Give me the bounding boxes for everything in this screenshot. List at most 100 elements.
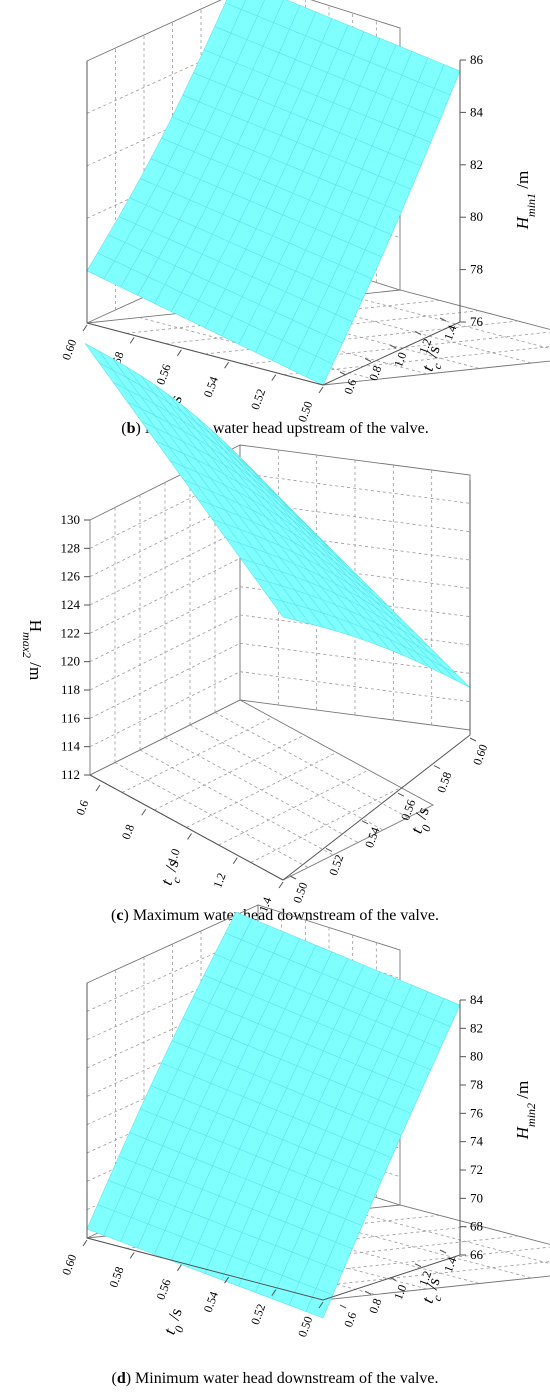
x-axis-title: t0 /s — [160, 1306, 192, 1339]
floor-tick — [364, 358, 372, 362]
floor-tick — [364, 1290, 372, 1295]
floor-tick — [389, 344, 397, 349]
floor-tick — [129, 337, 135, 344]
wall-grid-line — [89, 586, 241, 663]
chart-panel-d: 666870727476788082840.600.580.560.540.52… — [59, 904, 550, 1387]
floor-tick-label: 0.6 — [73, 798, 91, 817]
floor-grid-line — [164, 737, 359, 843]
floor-tick-label: 1.4 — [441, 1255, 459, 1274]
floor-tick — [224, 1276, 230, 1284]
floor-tick — [141, 808, 147, 816]
axis-label-part: 0 — [172, 1324, 187, 1334]
frame-edge — [86, 322, 324, 386]
axis-label-part: c — [169, 875, 184, 885]
axis-label-part: H — [513, 215, 532, 230]
axis-label-part: /m — [26, 658, 45, 680]
floor-tick-label: 1.2 — [210, 871, 228, 890]
floor-grid-line — [214, 712, 409, 818]
floor-tick-label: 0.50 — [295, 399, 315, 424]
floor-grid-line — [244, 1246, 550, 1280]
z-tick-label: 122 — [61, 625, 81, 640]
floor-tick-label: 0.60 — [59, 337, 79, 362]
z-tick-label: 124 — [61, 597, 81, 612]
axis-label-part: /s — [421, 343, 444, 364]
floor-tick — [95, 784, 101, 792]
frame-edge — [282, 734, 471, 881]
floor-tick-label: 0.52 — [326, 853, 346, 878]
frame-edge — [86, 1237, 324, 1301]
floor-tick-label: 0.8 — [119, 822, 137, 841]
axis-label-part: t — [157, 876, 177, 888]
chart-panel-b: 7678808284860.600.580.560.540.520.50Hmin… — [59, 0, 550, 437]
z-tick-label: 68 — [470, 1219, 483, 1234]
floor-tick-label: 0.58 — [434, 770, 454, 795]
floor-grid-line — [189, 724, 384, 831]
floor-tick-label: 1.4 — [256, 895, 274, 914]
floor-grid-line — [295, 1215, 532, 1279]
floor-grid-line — [244, 331, 550, 365]
axis-label-part: min2 — [524, 1103, 538, 1127]
z-tick-label: 126 — [61, 569, 81, 584]
floor-tick — [176, 1264, 182, 1272]
caption-part: ) Maximum water head downstream of the v… — [123, 907, 438, 924]
floor-tick — [414, 331, 422, 335]
floor-grid-line — [243, 306, 480, 369]
axis-label-part: /m — [513, 1081, 532, 1103]
z-tick-label: 86 — [470, 52, 484, 67]
axis-label-part: c — [430, 361, 445, 371]
floor-grid-line — [347, 295, 550, 350]
floor-tick — [439, 317, 447, 322]
z-tick-label: 76 — [470, 314, 484, 329]
floor-tick-label: 1.0 — [391, 1283, 409, 1302]
floor-tick-label: 0.54 — [201, 1290, 221, 1315]
floor-tick — [318, 386, 324, 394]
caption-part: ( — [111, 907, 116, 924]
floor-tick-label: 0.52 — [248, 387, 268, 412]
axis-label-part: c — [430, 1293, 445, 1303]
z-tick-label: 84 — [470, 104, 484, 119]
floor-tick-label: 0.56 — [153, 1277, 173, 1302]
floor-tick — [339, 371, 347, 376]
z-axis-title: Hmin1 /m — [513, 171, 538, 230]
wall-grid-line — [89, 671, 241, 748]
floor-tick-label: 0.54 — [362, 825, 382, 850]
axis-label-part: min1 — [524, 193, 538, 217]
floor-tick-label: 0.6 — [341, 377, 359, 396]
axis-label-part: /s — [160, 857, 183, 878]
wall-grid-line — [89, 557, 241, 634]
caption-part: b — [127, 420, 136, 437]
floor-tick — [289, 875, 297, 880]
z-tick-label: 112 — [61, 767, 80, 782]
y-axis-title: t0 /s — [407, 805, 439, 838]
axis-label-part: /s — [163, 1306, 186, 1327]
z-tick-label: 78 — [470, 262, 483, 277]
floor-tick — [271, 1289, 277, 1296]
axis-label-part: /s — [410, 805, 433, 826]
z-tick-label: 116 — [61, 710, 81, 725]
floor-tick — [224, 361, 230, 369]
floor-tick-label: 0.60 — [470, 742, 490, 767]
axis-label-part: t — [407, 824, 427, 836]
floor-tick — [187, 833, 192, 840]
floor-grid-line — [295, 300, 532, 364]
caption: (c) Maximum water head downstream of the… — [111, 907, 439, 924]
x-axis-title: tc /s — [157, 857, 189, 889]
floor-grid-line — [347, 1210, 550, 1265]
floor-tick — [469, 737, 477, 742]
surface-cell — [442, 666, 471, 688]
z-tick-label: 82 — [470, 157, 483, 172]
axis-label-part: /s — [421, 1275, 444, 1296]
floor-tick — [389, 1277, 397, 1281]
wall-grid-line — [239, 472, 471, 504]
floor-tick-label: 0.56 — [398, 798, 418, 823]
axis-label-part: t — [418, 362, 438, 374]
z-tick-label: 118 — [61, 682, 80, 697]
wall-grid-line — [239, 671, 471, 703]
floor-tick — [361, 820, 369, 825]
caption: (d) Minimum water head downstream of the… — [111, 1370, 438, 1387]
floor-tick — [176, 349, 182, 357]
chart-panel-c: 112 114 116 118 120 122 124 126 128 130 0.6 0.8 1.0 1… — [20, 343, 490, 924]
z-tick-label: 82 — [470, 1020, 483, 1035]
axis-label-part: H — [513, 1125, 532, 1140]
